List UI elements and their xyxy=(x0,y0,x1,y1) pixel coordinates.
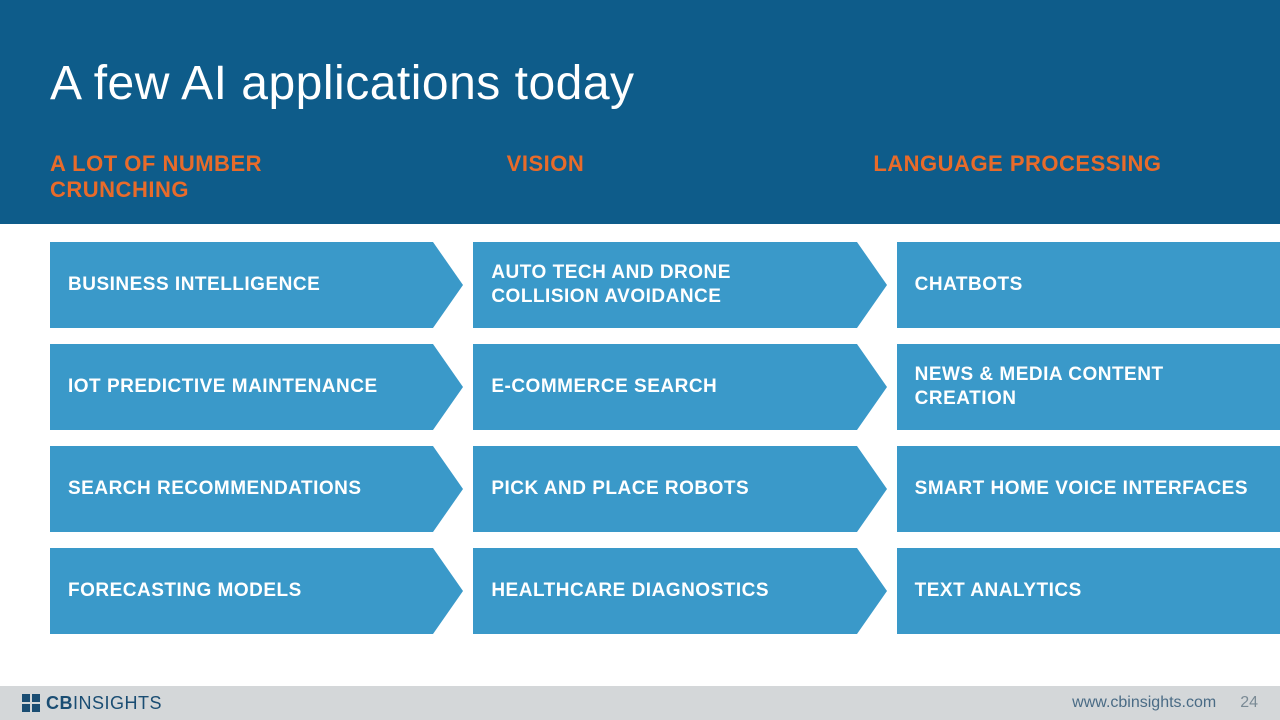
logo-mark-icon xyxy=(22,694,40,712)
category-number-crunching: A LOT OF NUMBER CRUNCHING xyxy=(50,151,447,204)
column-language-processing: CHATBOTS NEWS & MEDIA CONTENT CREATION S… xyxy=(897,242,1280,668)
column-number-crunching: BUSINESS INTELLIGENCE IOT PREDICTIVE MAI… xyxy=(50,242,433,668)
arrow-item: AUTO TECH AND DRONE COLLISION AVOIDANCE xyxy=(473,242,856,328)
arrow-item: SMART HOME VOICE INTERFACES xyxy=(897,446,1280,532)
category-row: A LOT OF NUMBER CRUNCHING VISION LANGUAG… xyxy=(50,151,1230,204)
header: A few AI applications today A LOT OF NUM… xyxy=(0,0,1280,224)
arrow-item: IOT PREDICTIVE MAINTENANCE xyxy=(50,344,433,430)
arrow-item: CHATBOTS xyxy=(897,242,1280,328)
arrow-item: E-COMMERCE SEARCH xyxy=(473,344,856,430)
brand-logo: CBINSIGHTS xyxy=(22,693,162,714)
arrow-item: PICK AND PLACE ROBOTS xyxy=(473,446,856,532)
page-title: A few AI applications today xyxy=(50,56,1230,111)
footer: CBINSIGHTS www.cbinsights.com 24 xyxy=(0,686,1280,720)
brand-prefix: CB xyxy=(46,693,73,713)
footer-right: www.cbinsights.com 24 xyxy=(1072,694,1258,712)
category-vision: VISION xyxy=(447,151,864,204)
footer-url: www.cbinsights.com xyxy=(1072,694,1216,712)
brand-suffix: INSIGHTS xyxy=(73,693,162,713)
arrow-item: HEALTHCARE DIAGNOSTICS xyxy=(473,548,856,634)
category-language-processing: LANGUAGE PROCESSING xyxy=(863,151,1230,204)
arrow-item: TEXT ANALYTICS xyxy=(897,548,1280,634)
arrow-item: NEWS & MEDIA CONTENT CREATION xyxy=(897,344,1280,430)
page-number: 24 xyxy=(1240,694,1258,712)
arrow-item: FORECASTING MODELS xyxy=(50,548,433,634)
column-vision: AUTO TECH AND DRONE COLLISION AVOIDANCE … xyxy=(473,242,856,668)
arrow-item: BUSINESS INTELLIGENCE xyxy=(50,242,433,328)
arrow-item: SEARCH RECOMMENDATIONS xyxy=(50,446,433,532)
slide: A few AI applications today A LOT OF NUM… xyxy=(0,0,1280,720)
content-grid: BUSINESS INTELLIGENCE IOT PREDICTIVE MAI… xyxy=(0,224,1280,686)
